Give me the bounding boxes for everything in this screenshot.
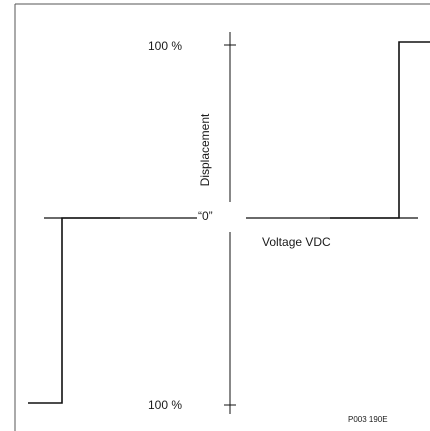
zero-label: “0”: [198, 209, 213, 223]
top-percent-label: 100 %: [148, 39, 183, 53]
right-step-curve: [330, 41, 430, 219]
figure-code-label: P003 190E: [348, 415, 388, 424]
left-step-curve: [28, 217, 120, 404]
bottom-percent-label: 100 %: [148, 398, 183, 412]
displacement-axis-label: Displacement: [198, 113, 212, 187]
voltage-axis-label: Voltage VDC: [262, 235, 331, 249]
